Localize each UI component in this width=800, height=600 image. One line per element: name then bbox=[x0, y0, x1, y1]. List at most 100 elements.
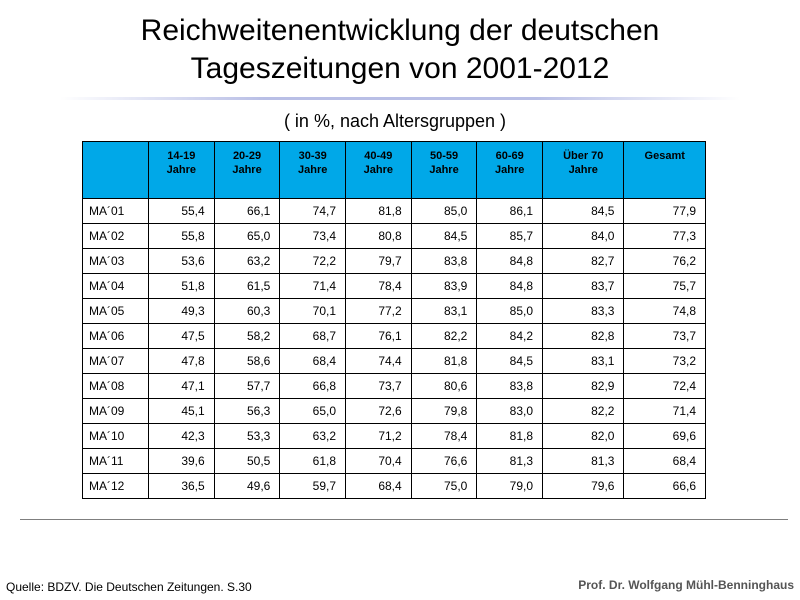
table-cell: 82,7 bbox=[542, 248, 625, 274]
row-label: MA´09 bbox=[82, 398, 149, 424]
table-cell: 82,8 bbox=[542, 323, 625, 349]
column-header-line1: 14-19 bbox=[167, 150, 196, 162]
table-row: MA´12 36,5 49,6 59,7 68,4 75,0 79,0 79,6 66,6 bbox=[82, 473, 706, 499]
table-cell: 73,7 bbox=[345, 373, 412, 399]
column-header-line2: Jahre bbox=[232, 164, 262, 176]
table-cell: 36,5 bbox=[148, 473, 215, 499]
column-header-line1: 20-29 bbox=[232, 150, 262, 162]
table-cell: 82,0 bbox=[542, 423, 625, 449]
column-header: Über 70 Jahre bbox=[542, 141, 625, 199]
table-cell: 78,4 bbox=[345, 273, 412, 299]
column-header-line1: 60-69 bbox=[495, 150, 524, 162]
table-cell: 76,2 bbox=[623, 248, 706, 274]
table-cell: 59,7 bbox=[279, 473, 347, 499]
table-cell: 81,8 bbox=[345, 198, 412, 224]
row-label: MA´02 bbox=[82, 223, 149, 249]
table-cell: 45,1 bbox=[148, 398, 215, 424]
table-cell: 72,2 bbox=[279, 248, 347, 274]
table-cell: 68,4 bbox=[279, 348, 347, 374]
table-cell: 63,2 bbox=[279, 423, 347, 449]
table-cell: 65,0 bbox=[213, 223, 281, 249]
table-cell: 66,6 bbox=[623, 473, 706, 499]
table-cell: 77,2 bbox=[345, 298, 412, 324]
table-cell: 49,3 bbox=[148, 298, 215, 324]
slide-title-line2: Tageszeitungen von 2001-2012 bbox=[190, 52, 610, 85]
table-cell: 85,0 bbox=[476, 298, 544, 324]
table-row: MA´04 51,8 61,5 71,4 78,4 83,9 84,8 83,7 75,7 bbox=[82, 273, 706, 299]
table-cell: 70,1 bbox=[279, 298, 347, 324]
table-cell: 81,3 bbox=[542, 448, 625, 474]
row-label: MA´07 bbox=[82, 348, 149, 374]
table-cell: 55,8 bbox=[148, 223, 215, 249]
table-cell: 78,4 bbox=[410, 423, 478, 449]
table-cell: 76,6 bbox=[410, 448, 478, 474]
table-cell: 74,4 bbox=[345, 348, 412, 374]
slide-subtitle: ( in %, nach Altersgruppen ) bbox=[283, 111, 507, 131]
table-cell: 85,0 bbox=[410, 198, 478, 224]
table-row: MA´05 49,3 60,3 70,1 77,2 83,1 85,0 83,3 74,8 bbox=[82, 298, 706, 324]
table-cell: 79,8 bbox=[410, 398, 478, 424]
table-cell: 42,3 bbox=[148, 423, 215, 449]
column-header: 14-19 Jahre bbox=[148, 141, 215, 199]
column-header-line1: 50-59 bbox=[429, 150, 459, 162]
table-cell: 84,5 bbox=[542, 198, 625, 224]
table-cell: 73,2 bbox=[623, 348, 706, 374]
table-cell: 69,6 bbox=[623, 423, 706, 449]
table-cell: 84,5 bbox=[476, 348, 544, 374]
table-cell: 81,8 bbox=[476, 423, 544, 449]
reach-table: 14-19 Jahre 20-29 Jahre 30-39 Jahre 40-49 Jahre… bbox=[82, 141, 706, 499]
table-cell: 77,3 bbox=[623, 223, 706, 249]
table-body: MA´01 55,4 66,1 74,7 81,8 85,0 86,1 84,5 77,9 MA´… bbox=[82, 198, 706, 499]
column-header: 40-49 Jahre bbox=[345, 141, 412, 199]
table-cell: 39,6 bbox=[148, 448, 215, 474]
table-cell: 49,6 bbox=[213, 473, 281, 499]
column-header: 30-39 Jahre bbox=[279, 141, 347, 199]
table-cell: 85,7 bbox=[476, 223, 544, 249]
column-header-line2: Jahre bbox=[298, 164, 328, 176]
table-cell: 83,8 bbox=[476, 373, 544, 399]
column-header-line2: Jahre bbox=[568, 164, 598, 176]
table-cell: 84,0 bbox=[542, 223, 625, 249]
table-cell: 79,0 bbox=[476, 473, 544, 499]
column-header-line1: 40-49 bbox=[364, 150, 393, 162]
table-cell: 53,3 bbox=[213, 423, 281, 449]
table-cell: 72,4 bbox=[623, 373, 706, 399]
footer-divider bbox=[20, 519, 788, 520]
table-row: MA´10 42,3 53,3 63,2 71,2 78,4 81,8 82,0 69,6 bbox=[82, 423, 706, 449]
table-cell: 81,8 bbox=[410, 348, 478, 374]
table-cell: 80,6 bbox=[410, 373, 478, 399]
table-row: MA´02 55,8 65,0 73,4 80,8 84,5 85,7 84,0 77,3 bbox=[82, 223, 706, 249]
table-cell: 71,2 bbox=[345, 423, 412, 449]
table-cell: 83,7 bbox=[542, 273, 625, 299]
row-label: MA´03 bbox=[82, 248, 149, 274]
table-cell: 84,5 bbox=[410, 223, 478, 249]
table-cell: 75,7 bbox=[623, 273, 706, 299]
table-cell: 61,8 bbox=[279, 448, 347, 474]
table-row: MA´01 55,4 66,1 74,7 81,8 85,0 86,1 84,5 77,9 bbox=[82, 198, 706, 224]
row-label: MA´12 bbox=[82, 473, 149, 499]
column-header-line2: Jahre bbox=[495, 164, 525, 176]
row-label: MA´08 bbox=[82, 373, 149, 399]
column-header: 20-29 Jahre bbox=[213, 141, 281, 199]
table-cell: 75,0 bbox=[410, 473, 478, 499]
table-row: MA´07 47,8 58,6 68,4 74,4 81,8 84,5 83,1 73,2 bbox=[82, 348, 706, 374]
table-cell: 68,4 bbox=[345, 473, 412, 499]
table-cell: 83,0 bbox=[476, 398, 544, 424]
table-cell: 84,2 bbox=[476, 323, 544, 349]
table-cell: 47,1 bbox=[148, 373, 215, 399]
table-cell: 61,5 bbox=[213, 273, 281, 299]
row-label: MA´05 bbox=[82, 298, 149, 324]
table-cell: 60,3 bbox=[213, 298, 281, 324]
table-cell: 82,2 bbox=[542, 398, 625, 424]
table-cell: 71,4 bbox=[623, 398, 706, 424]
table-cell: 84,8 bbox=[476, 248, 544, 274]
table-cell: 73,4 bbox=[279, 223, 347, 249]
table-cell: 74,8 bbox=[623, 298, 706, 324]
table-cell: 72,6 bbox=[345, 398, 412, 424]
table-cell: 70,4 bbox=[345, 448, 412, 474]
title-divider bbox=[60, 97, 740, 100]
table-cell: 73,7 bbox=[623, 323, 706, 349]
table-cell: 79,7 bbox=[345, 248, 412, 274]
table-header-row: 14-19 Jahre 20-29 Jahre 30-39 Jahre 40-49 Jahre… bbox=[82, 141, 706, 199]
